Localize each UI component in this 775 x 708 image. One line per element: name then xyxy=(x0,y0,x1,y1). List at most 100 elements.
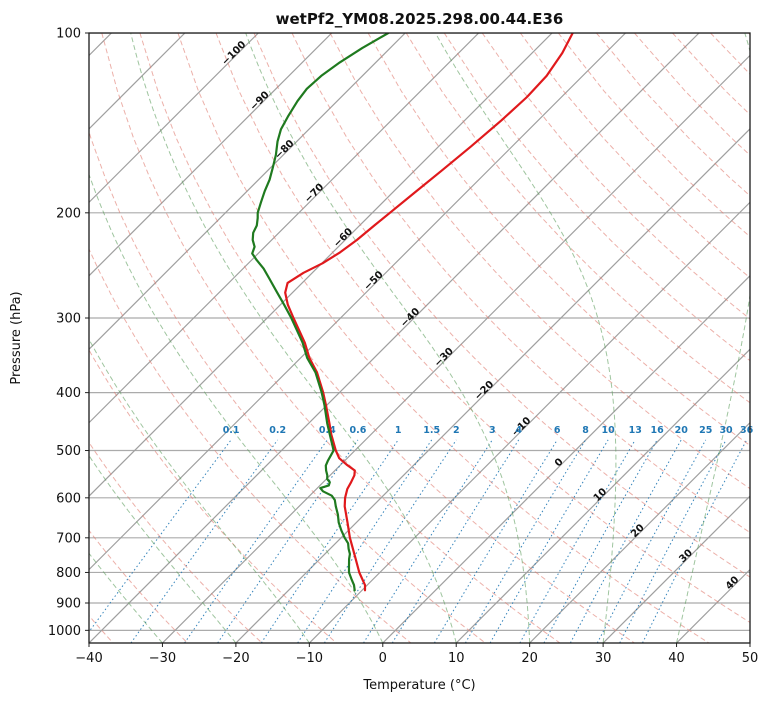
y-axis-title: Pressure (hPa) xyxy=(9,291,24,384)
isotherm-line-0 xyxy=(382,274,750,643)
x-tick-label--40: −40 xyxy=(75,651,102,666)
x-tick-label-40: 40 xyxy=(668,651,685,666)
isotherm-line-10 xyxy=(455,348,750,643)
x-tick-label-50: 50 xyxy=(742,651,759,666)
dry-adiabats xyxy=(89,33,750,643)
mixing-ratio-line-8 xyxy=(464,439,587,643)
isotherm-line--30 xyxy=(162,54,750,643)
isotherms xyxy=(89,33,750,643)
y-tick-label-400: 400 xyxy=(56,386,81,401)
isotherm-line--70 xyxy=(89,33,480,424)
mixing-ratio-line-20 xyxy=(569,439,682,643)
dry-adiabat-90 xyxy=(367,33,750,447)
mixing-ratio-label-0.4: 0.4 xyxy=(319,425,336,436)
mixing-ratio-line-0.1 xyxy=(89,439,232,633)
mixing-ratio-line-0.4 xyxy=(184,439,328,643)
dry-adiabat-20 xyxy=(101,33,561,643)
mixing-ratio-line-3 xyxy=(363,439,493,643)
dry-adiabat-100 xyxy=(405,33,750,404)
x-tick-label-20: 20 xyxy=(521,651,538,666)
dry-adiabat-60 xyxy=(253,33,750,578)
isotherm-line--60 xyxy=(89,33,553,497)
mixing-ratio-line-1.5 xyxy=(297,439,433,643)
mixing-ratio-labels: 0.1 0.2 0.4 0.6 1 1.5 2 3 4 6 8 10 13 16 20 25 30 36 xyxy=(223,425,754,436)
dry-adiabat--10 xyxy=(89,348,337,643)
mixing-ratio-label-13: 13 xyxy=(629,425,642,436)
mixing-ratio-label-8: 8 xyxy=(582,425,589,436)
dry-adiabat-40 xyxy=(177,33,710,643)
mixing-ratio-label-2: 2 xyxy=(453,425,460,436)
isotherm-line-20 xyxy=(529,421,750,643)
profiles xyxy=(251,33,574,592)
y-tick-label-700: 700 xyxy=(56,531,81,546)
x-tick-label-10: 10 xyxy=(448,651,465,666)
moist-adiabat-10 xyxy=(130,33,457,643)
dry-adiabat-120 xyxy=(481,33,750,320)
moist-adiabat-40 xyxy=(676,33,750,643)
y-tick-label-300: 300 xyxy=(56,312,81,327)
mixing-ratio-label-20: 20 xyxy=(675,425,689,436)
isotherm-line--20 xyxy=(235,128,750,643)
moist-adiabat-0 xyxy=(89,173,384,643)
mixing-ratio-label-3: 3 xyxy=(489,425,496,436)
dry-adiabat-0 xyxy=(89,248,412,643)
mixing-ratio-label-1.5: 1.5 xyxy=(423,425,440,436)
dry-adiabat--20 xyxy=(89,441,263,643)
x-tick-label-0: 0 xyxy=(379,651,387,666)
moist-adiabat-30 xyxy=(434,33,617,643)
y-tick-label-600: 600 xyxy=(56,491,81,506)
dry-adiabat-50 xyxy=(215,33,750,624)
isotherm-line--80 xyxy=(89,33,406,351)
mixing-ratio-label-0.2: 0.2 xyxy=(269,425,286,436)
mixing-ratio-label-16: 16 xyxy=(651,425,665,436)
dry-adiabat-110 xyxy=(443,33,750,362)
mixing-ratio-lines xyxy=(89,439,748,643)
y-tick-label-1000: 1000 xyxy=(48,624,81,639)
x-tick-label--10: −10 xyxy=(296,651,323,666)
moist-adiabats xyxy=(89,33,750,643)
mixing-ratio-line-1 xyxy=(260,439,399,643)
mixing-ratio-label-6: 6 xyxy=(554,425,561,436)
mixing-ratio-label-25: 25 xyxy=(699,425,712,436)
chart-title: wetPf2_YM08.2025.298.00.44.E36 xyxy=(276,10,564,28)
isotherm-line--40 xyxy=(89,33,700,643)
temperature-curve xyxy=(284,33,574,592)
mixing-ratio-label-0.1: 0.1 xyxy=(223,425,240,436)
isotherm-line-30 xyxy=(602,495,750,643)
mixing-ratio-line-25 xyxy=(596,439,707,643)
isotherm-line--50 xyxy=(89,33,626,571)
pressure-gridlines xyxy=(89,33,750,631)
y-tick-label-800: 800 xyxy=(56,566,81,581)
isotherm-line--90 xyxy=(89,33,333,277)
y-tick-label-200: 200 xyxy=(56,206,81,221)
mixing-ratio-line-4 xyxy=(391,439,520,643)
plot-frame xyxy=(88,32,751,644)
x-axis-title: Temperature (°C) xyxy=(362,678,475,693)
mixing-ratio-line-2 xyxy=(323,439,457,643)
mixing-ratio-label-10: 10 xyxy=(601,425,615,436)
isotherm-line--100 xyxy=(89,33,259,204)
mixing-ratio-label-0.6: 0.6 xyxy=(349,425,366,436)
x-tick-label--20: −20 xyxy=(222,651,249,666)
mixing-ratio-label-4: 4 xyxy=(515,425,522,436)
moist-adiabat--20 xyxy=(89,454,237,643)
y-tick-label-900: 900 xyxy=(56,597,81,612)
dry-adiabat--30 xyxy=(89,529,188,643)
mixing-ratio-label-1: 1 xyxy=(395,425,402,436)
plot-layers: −100−90−80−70−60−50−40−30−20−10010203040… xyxy=(48,27,758,667)
moist-adiabat-20 xyxy=(245,33,531,643)
x-tick-label--30: −30 xyxy=(149,651,176,666)
dry-adiabat-30 xyxy=(139,33,635,643)
dewpoint-curve xyxy=(251,33,390,592)
y-tick-label-500: 500 xyxy=(56,444,81,459)
y-tick-label-100: 100 xyxy=(56,27,81,42)
x-tick-label-30: 30 xyxy=(595,651,612,666)
mixing-ratio-label-36: 36 xyxy=(740,425,754,436)
mixing-ratio-line-6 xyxy=(433,439,558,643)
moist-adiabat--10 xyxy=(89,338,310,643)
dry-adiabat-10 xyxy=(89,130,486,643)
